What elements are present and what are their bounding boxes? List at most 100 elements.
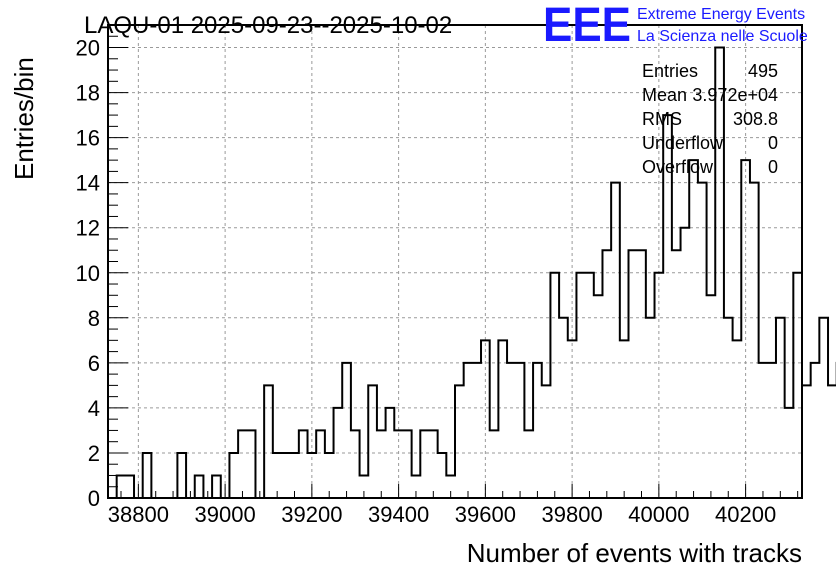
histogram-bin <box>264 385 273 498</box>
stat-label: RMS <box>642 109 682 129</box>
y-tick-label: 16 <box>76 126 100 151</box>
histogram-bin <box>620 340 629 498</box>
histogram-bin <box>524 430 533 498</box>
histogram-bin <box>776 318 785 498</box>
histogram-bin <box>602 250 611 498</box>
histogram-outline <box>108 46 836 499</box>
histogram-bin <box>568 340 577 498</box>
histogram-bin <box>498 340 507 498</box>
histogram-bin <box>125 475 134 498</box>
histogram-bin <box>576 273 585 498</box>
histogram-bin <box>212 475 221 498</box>
x-tick-labels: 38800 39000 39200 39400 39600 39800 40000 40200 <box>108 502 776 527</box>
histogram-bin <box>438 453 447 498</box>
eee-logo-letters: EEE <box>543 0 631 52</box>
y-tick-label: 2 <box>88 441 100 466</box>
y-axis-title: Entries/bin <box>9 57 39 180</box>
histogram-bin <box>585 273 594 498</box>
histogram-bin <box>655 273 664 498</box>
x-tick-label: 39200 <box>281 502 342 527</box>
histogram-bin <box>802 385 811 498</box>
x-tick-label: 39000 <box>195 502 256 527</box>
y-tick-label: 14 <box>76 171 100 196</box>
stat-label: Mean <box>642 85 687 105</box>
histogram-bin <box>247 430 256 498</box>
histogram-bin <box>143 453 152 498</box>
y-tick-label: 20 <box>76 36 100 61</box>
histogram-bin <box>759 363 768 498</box>
histogram-bin <box>342 363 351 498</box>
histogram-bin <box>681 228 690 498</box>
histogram-bin <box>351 430 360 498</box>
histogram-bin <box>282 453 291 498</box>
histogram-bin <box>377 430 386 498</box>
histogram-bin <box>472 363 481 498</box>
y-tick-label: 0 <box>88 486 100 511</box>
histogram-bin <box>594 295 603 498</box>
histogram-bin <box>516 363 525 498</box>
histogram-bin <box>828 385 836 498</box>
histogram-series <box>108 46 836 499</box>
stat-value: 308.8 <box>733 109 778 129</box>
histogram-bin <box>741 160 750 498</box>
histogram-bin <box>698 183 707 498</box>
x-tick-label: 40200 <box>715 502 776 527</box>
histogram-bin <box>550 273 559 498</box>
y-tick-label: 12 <box>76 216 100 241</box>
stats-box: Entries 495 Mean 3.972e+04 RMS 308.8 Underflow… <box>642 61 778 177</box>
y-tick-label: 18 <box>76 81 100 106</box>
x-tick-label: 39800 <box>542 502 603 527</box>
histogram-bin <box>689 160 698 498</box>
histogram-bin <box>195 475 204 498</box>
histogram-bin <box>637 250 646 498</box>
histogram-bin <box>507 363 516 498</box>
stat-label: Overflow <box>642 157 714 177</box>
grid-lines <box>108 25 802 498</box>
stat-value: 0 <box>768 133 778 153</box>
histogram-bin <box>429 430 438 498</box>
histogram-bin <box>177 453 186 498</box>
stat-label: Underflow <box>642 133 724 153</box>
x-tick-label: 39600 <box>455 502 516 527</box>
histogram-bin <box>455 385 464 498</box>
histogram-bin <box>490 430 499 498</box>
histogram-bin <box>724 318 733 498</box>
histogram-bin <box>481 340 490 498</box>
stat-value: 0 <box>768 157 778 177</box>
x-tick-label: 38800 <box>108 502 169 527</box>
histogram-bin <box>629 250 638 498</box>
histogram-bin <box>368 385 377 498</box>
histogram-bin <box>386 408 395 498</box>
histogram-bin <box>559 318 568 498</box>
y-tick-label: 6 <box>88 351 100 376</box>
axis-ticks <box>108 35 799 499</box>
y-tick-label: 8 <box>88 306 100 331</box>
histogram-bin <box>316 430 325 498</box>
x-tick-label: 39400 <box>368 502 429 527</box>
histogram-bin <box>672 250 681 498</box>
stat-value: 3.972e+04 <box>692 85 778 105</box>
histogram-bin <box>533 363 542 498</box>
histogram-bin <box>542 385 551 498</box>
histogram-bin <box>611 183 620 498</box>
histogram-bin <box>646 318 655 498</box>
histogram-bin <box>733 340 742 498</box>
histogram-bin <box>707 295 716 498</box>
histogram-bin <box>793 273 802 498</box>
histogram-bin <box>299 430 308 498</box>
histogram-bin <box>767 363 776 498</box>
histogram-bin <box>464 363 473 498</box>
stat-label: Entries <box>642 61 698 81</box>
histogram-bin <box>715 48 724 498</box>
histogram-bin <box>750 183 759 498</box>
histogram-bin <box>785 408 794 498</box>
eee-logo: EEE Extreme Energy Events La Scienza nel… <box>543 0 808 52</box>
histogram-bin <box>819 318 828 498</box>
histogram-bin <box>811 363 820 498</box>
y-tick-label: 4 <box>88 396 100 421</box>
y-tick-label: 10 <box>76 261 100 286</box>
eee-logo-line1: Extreme Energy Events <box>637 6 805 23</box>
x-tick-label: 40000 <box>628 502 689 527</box>
eee-logo-line2: La Scienza nelle Scuole <box>637 28 808 45</box>
chart-title: LAQU-01 2025-09-23--2025-10-02 <box>84 12 452 39</box>
